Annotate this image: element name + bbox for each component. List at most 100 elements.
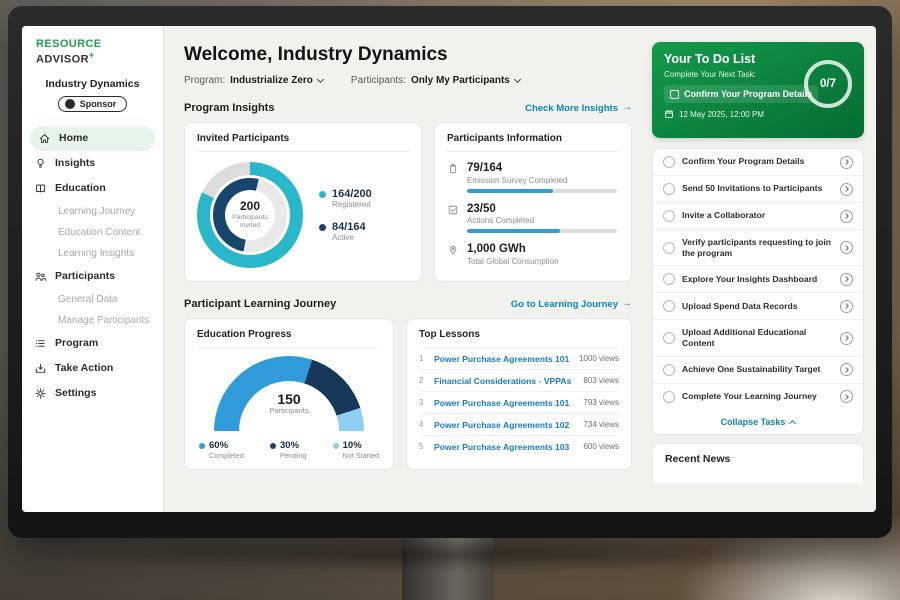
sidebar-item-education[interactable]: Education: [22, 176, 163, 201]
sidebar-item-manage-participants[interactable]: Manage Participants: [58, 314, 150, 326]
calendar-icon: [665, 109, 673, 118]
info-value: 79/164: [467, 162, 503, 174]
chevron-right-icon[interactable]: [840, 209, 853, 223]
list-icon: [36, 339, 45, 347]
lesson-link[interactable]: Power Purchase Agreements 101: [434, 397, 570, 408]
checkbox-icon[interactable]: [663, 241, 675, 254]
go-to-learning-journey-link[interactable]: Go to Learning Journey →: [511, 299, 632, 310]
task-row[interactable]: Verify participants requesting to join t…: [653, 229, 863, 265]
sidebar-item-take-action[interactable]: Take Action: [22, 356, 163, 381]
gauge-center-value: 150: [277, 391, 301, 407]
chevron-down-icon: [316, 75, 324, 84]
checkbox-icon[interactable]: [663, 300, 675, 313]
invited-donut-chart: 200 Participants Invited: [197, 162, 303, 268]
invited-participants-card: Invited Participants 200 Participants In…: [184, 122, 422, 282]
card-title: Top Lessons: [419, 329, 619, 348]
book-icon: [36, 184, 45, 193]
chevron-right-icon[interactable]: [840, 272, 853, 286]
checkbox-icon[interactable]: [663, 273, 675, 286]
legend-not-started: 10% Not Started: [332, 440, 379, 460]
task-row[interactable]: Achieve One Sustainability Target: [653, 355, 863, 383]
legend-label: Registered: [332, 200, 371, 209]
sidebar-item-insights[interactable]: Insights: [22, 151, 163, 176]
recent-news-title: Recent News: [665, 452, 731, 465]
legend-completed: 60% Completed: [199, 440, 244, 460]
task-list-card: Confirm Your Program Details Send 50 Inv…: [652, 148, 864, 435]
sidebar-item-home[interactable]: Home: [30, 125, 155, 151]
sponsor-label: Sponsor: [79, 98, 117, 109]
next-task-row[interactable]: Confirm Your Program Details: [664, 85, 819, 103]
sidebar-item-label: Education: [55, 182, 106, 195]
teal-dot-icon: [319, 190, 326, 198]
checkbox-icon[interactable]: [663, 183, 675, 195]
task-label: Complete Your Learning Journey: [682, 391, 817, 402]
monitor-bezel: RESOURCE ADVISOR+ Industry Dynamics Spon…: [8, 6, 892, 538]
card-title: Education Progress: [197, 329, 381, 348]
task-label: Upload Additional Educational Content: [682, 326, 807, 349]
lesson-link[interactable]: Power Purchase Agreements 101: [434, 353, 570, 364]
task-row[interactable]: Send 50 Invitations to Participants: [653, 175, 863, 202]
sidebar-item-learning-insights[interactable]: Learning Insights: [58, 247, 135, 259]
check-more-insights-link[interactable]: Check More Insights →: [525, 103, 632, 114]
todo-title: Your To Do List: [664, 52, 756, 66]
collapse-tasks-button[interactable]: Collapse Tasks: [653, 410, 863, 434]
lesson-row: 1 Power Purchase Agreements 101 1000 vie…: [419, 348, 619, 370]
top-lessons-card: Top Lessons 1 Power Purchase Agreements …: [406, 318, 632, 470]
sidebar-nav: Home Insights Education Learning Journey…: [22, 125, 163, 406]
checkbox-icon[interactable]: [663, 363, 675, 376]
lesson-link[interactable]: Power Purchase Agreements 102: [434, 419, 570, 430]
chevron-right-icon[interactable]: [840, 155, 853, 169]
chevron-right-icon[interactable]: [840, 299, 853, 313]
lesson-row: 5 Power Purchase Agreements 103 600 view…: [419, 436, 619, 457]
participants-dropdown[interactable]: Participants: Only My Participants: [351, 75, 521, 86]
lesson-row: 3 Power Purchase Agreements 101 793 view…: [419, 392, 619, 414]
chevron-up-icon: [789, 419, 797, 427]
legend-pending: 30% Pending: [270, 440, 306, 460]
sidebar-item-general-data[interactable]: General Data: [58, 293, 118, 305]
home-icon: [39, 133, 50, 143]
lesson-rank: 1: [419, 354, 424, 363]
sponsor-badge[interactable]: Sponsor: [57, 95, 128, 112]
checkbox-icon[interactable]: [663, 210, 675, 222]
sidebar-item-program[interactable]: Program: [22, 331, 163, 356]
program-dropdown[interactable]: Program: Industrialize Zero: [184, 75, 324, 86]
task-row[interactable]: Complete Your Learning Journey: [653, 382, 863, 410]
check-square-icon: [448, 205, 458, 214]
task-row[interactable]: Upload Spend Data Records: [653, 292, 863, 319]
todo-panel: Your To Do List Complete Your Next Task:…: [646, 26, 876, 512]
lesson-views: 803 views: [583, 376, 619, 385]
sidebar-item-learning-journey[interactable]: Learning Journey: [58, 205, 136, 217]
lesson-link[interactable]: Power Purchase Agreements 103: [434, 441, 570, 452]
chevron-right-icon[interactable]: [840, 390, 853, 404]
sidebar-item-label: Participants: [55, 270, 116, 283]
lesson-link[interactable]: Financial Considerations - VPPAs: [434, 375, 572, 386]
monitor-stand: [402, 538, 494, 600]
info-value: 1,000 GWh: [467, 243, 526, 256]
chevron-right-icon[interactable]: [840, 331, 853, 345]
checkbox-icon[interactable]: [663, 390, 675, 403]
info-label: Actions Completed: [467, 216, 535, 226]
task-row[interactable]: Invite a Collaborator: [653, 202, 863, 229]
chevron-right-icon[interactable]: [840, 363, 853, 377]
task-row[interactable]: Confirm Your Program Details: [653, 149, 863, 175]
learning-journey-title: Participant Learning Journey: [184, 298, 337, 310]
chevron-right-icon[interactable]: [840, 241, 853, 255]
lesson-rank: 4: [419, 420, 424, 429]
task-row[interactable]: Explore Your Insights Dashboard: [653, 265, 863, 292]
lesson-row: 4 Power Purchase Agreements 102 734 view…: [419, 414, 619, 436]
sidebar-item-participants[interactable]: Participants: [22, 264, 163, 289]
blue-dot-icon: [199, 442, 205, 449]
sidebar-item-education-content[interactable]: Education Content: [58, 226, 141, 238]
checkbox-icon[interactable]: [663, 156, 675, 168]
task-label: Upload Spend Data Records: [682, 300, 798, 311]
brand-logo: RESOURCE ADVISOR+: [22, 38, 163, 66]
monitor-shadow: [60, 538, 840, 572]
todo-summary-card: Your To Do List Complete Your Next Task:…: [652, 42, 864, 138]
sidebar-item-settings[interactable]: Settings: [22, 381, 163, 406]
action-tray-icon: [35, 363, 46, 373]
checkbox-icon[interactable]: [670, 89, 679, 99]
chevron-right-icon[interactable]: [840, 182, 853, 196]
participants-value: Only My Participants: [410, 75, 510, 86]
checkbox-icon[interactable]: [663, 332, 675, 345]
task-row[interactable]: Upload Additional Educational Content: [653, 319, 863, 355]
